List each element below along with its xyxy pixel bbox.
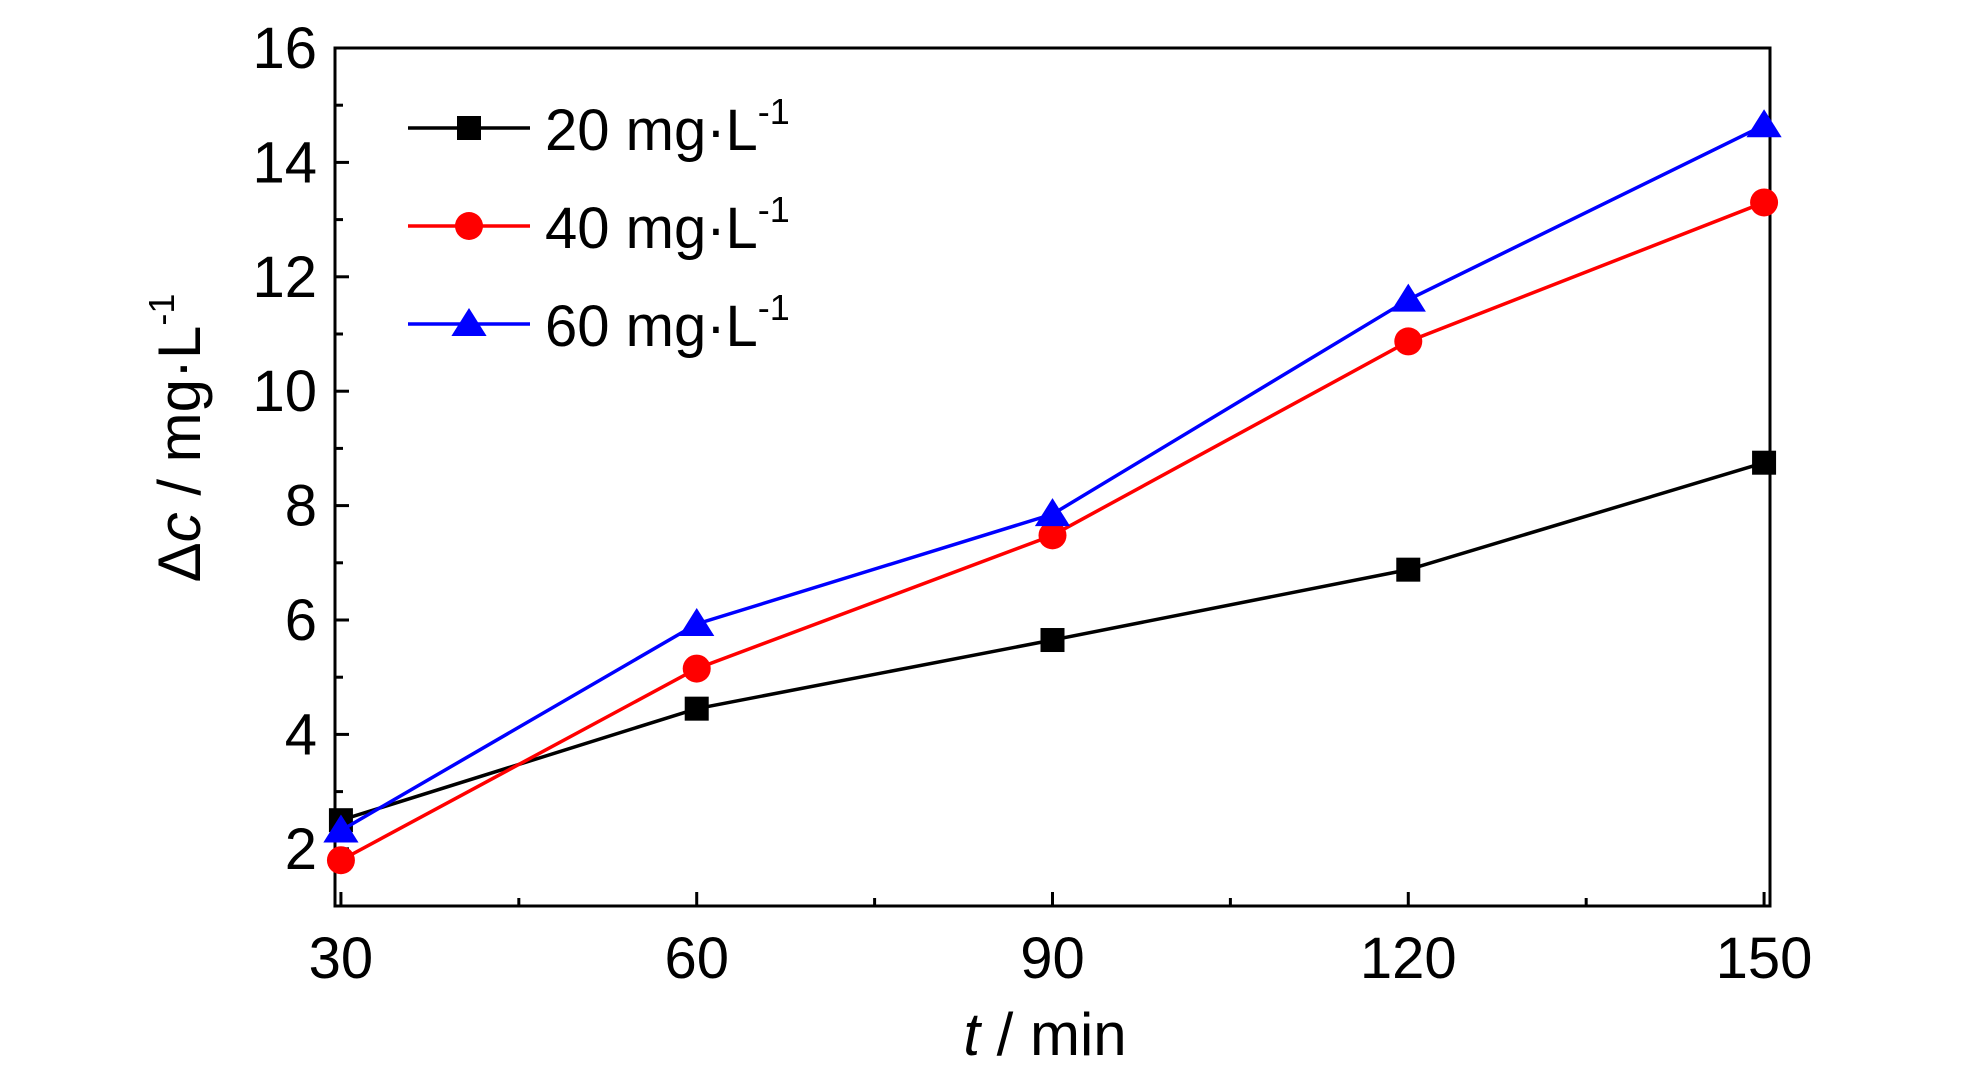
legend-label-sup: -1: [758, 189, 790, 230]
plot-border: [333, 46, 1772, 908]
legend: 20 mg·L-140 mg·L-160 mg·L-1: [408, 91, 790, 359]
y-tick-label: 8: [285, 474, 317, 539]
y-tick-label: 12: [252, 245, 317, 310]
data-point: [1038, 521, 1067, 550]
y-tick-label: 4: [285, 702, 317, 767]
data-point: [1040, 628, 1065, 653]
legend-entry-1: 20 mg·L-1: [408, 91, 790, 163]
plot-frame: [333, 46, 1772, 908]
legend-label-text: 40 mg·L: [545, 196, 758, 261]
series-layer: [323, 109, 1782, 875]
data-point: [1394, 327, 1423, 356]
y-axis-title: Δc / mg·L-1: [141, 294, 213, 583]
y-axis-title-prefix: Δ: [146, 542, 213, 582]
legend-label-text: 60 mg·L: [545, 294, 758, 359]
data-point: [1746, 109, 1782, 138]
data-point: [323, 814, 359, 843]
data-point: [1390, 283, 1426, 312]
axis-ticks: [335, 46, 1766, 906]
y-axis-title-rest: / mg·L: [146, 326, 213, 513]
x-tick-label: 120: [1360, 926, 1457, 991]
legend-label-text: 20 mg·L: [545, 98, 758, 163]
tick-labels: 30 60 90 120 150 2 4 6 8 10 12 14 16: [252, 16, 1812, 991]
data-point: [326, 846, 355, 875]
legend-label: 60 mg·L-1: [545, 287, 790, 359]
x-axis-title-italic: t: [963, 1001, 982, 1063]
x-axis-title-rest: / min: [980, 1001, 1127, 1063]
y-tick-label: 14: [252, 130, 317, 195]
x-tick-label: 30: [309, 926, 374, 991]
y-tick-label: 10: [252, 359, 317, 424]
data-point: [1034, 498, 1071, 527]
y-axis-title-italic: c: [146, 512, 213, 542]
data-point: [679, 608, 715, 637]
data-point: [1396, 557, 1421, 582]
legend-marker: [457, 116, 481, 140]
y-tick-label: 2: [285, 817, 317, 882]
x-tick-label: 60: [664, 926, 729, 991]
y-axis-title-sup: -1: [141, 294, 182, 326]
x-tick-label: 150: [1716, 926, 1813, 991]
series-1: [328, 450, 1777, 833]
y-tick-label: 16: [252, 16, 317, 81]
series-3: [323, 109, 1782, 843]
x-tick-label: 90: [1020, 926, 1085, 991]
x-axis-title: t / min: [963, 1001, 1126, 1063]
series-2: [326, 188, 1779, 875]
legend-marker: [451, 308, 487, 336]
data-point: [684, 696, 709, 721]
data-point: [682, 654, 711, 683]
legend-label-sup: -1: [758, 91, 790, 132]
data-point: [1752, 450, 1777, 475]
legend-label-sup: -1: [758, 287, 790, 328]
legend-label: 20 mg·L-1: [545, 91, 790, 163]
legend-entry-2: 40 mg·L-1: [408, 189, 790, 261]
legend-marker: [455, 212, 483, 240]
legend-entry-3: 60 mg·L-1: [408, 287, 790, 359]
data-point: [1750, 188, 1779, 217]
y-tick-label: 6: [285, 588, 317, 653]
legend-label: 40 mg·L-1: [545, 189, 790, 261]
